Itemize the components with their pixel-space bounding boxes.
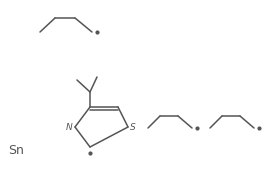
Text: S: S <box>130 123 136 133</box>
Text: N: N <box>66 123 73 133</box>
Text: Sn: Sn <box>8 143 24 156</box>
